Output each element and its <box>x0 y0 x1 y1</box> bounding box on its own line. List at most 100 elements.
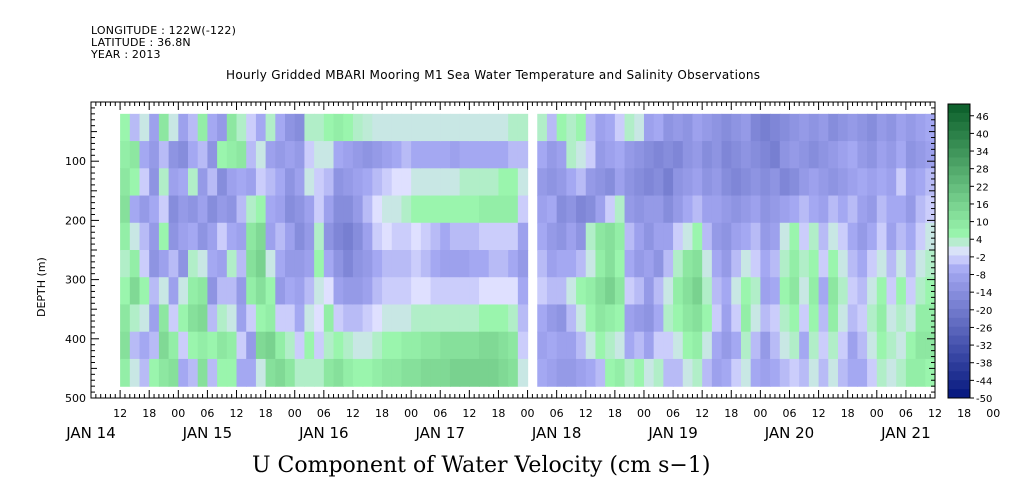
x-tick-label: 06 <box>550 407 564 420</box>
heatmap-cell <box>663 141 674 169</box>
heatmap-cell <box>595 141 606 169</box>
heatmap-cell <box>818 277 829 306</box>
heatmap-cell <box>498 168 509 197</box>
heatmap-cell <box>226 195 238 224</box>
colorbar-bin <box>948 228 970 239</box>
heatmap-cell <box>925 358 936 387</box>
heatmap-cell <box>663 304 674 333</box>
heatmap-cell <box>585 168 597 197</box>
heatmap-cell <box>343 358 354 387</box>
heatmap-cell <box>488 358 500 387</box>
heatmap-cell <box>488 277 500 306</box>
heatmap-cell <box>168 358 179 387</box>
heatmap-cell <box>129 222 141 251</box>
heatmap-cell <box>207 358 218 387</box>
heatmap-cell <box>401 304 412 333</box>
y-tick-label: 100 <box>65 155 86 168</box>
x-day-label: JAN 20 <box>764 424 815 442</box>
heatmap-cell <box>653 331 664 360</box>
colorbar-bin <box>948 264 970 274</box>
heatmap-cell <box>333 141 344 169</box>
heatmap-cell <box>139 195 150 224</box>
heatmap-cell <box>197 113 209 142</box>
colorbar-bin <box>948 148 970 158</box>
heatmap-cell <box>673 222 684 251</box>
x-tick-label: 00 <box>521 407 535 420</box>
heatmap-cell <box>294 141 306 169</box>
heatmap-cell <box>595 250 606 278</box>
heatmap-cell <box>750 304 761 333</box>
heatmap-cell <box>760 358 771 387</box>
heatmap-cell <box>294 250 306 278</box>
heatmap-cell <box>352 358 364 387</box>
heatmap-cell <box>178 304 189 333</box>
heatmap-cell <box>469 277 480 306</box>
heatmap-cell <box>760 195 771 224</box>
heatmap-cell <box>605 277 616 306</box>
heatmap-cell <box>178 358 189 387</box>
heatmap-cell <box>711 277 723 306</box>
heatmap-cell <box>789 113 800 142</box>
x-tick-label: 12 <box>230 407 244 420</box>
heatmap-cell <box>168 304 179 333</box>
heatmap-cell <box>886 222 897 251</box>
y-tick-label: 200 <box>65 214 86 227</box>
heatmap-cell <box>246 358 257 387</box>
heatmap-cell <box>711 250 723 278</box>
heatmap-cell <box>226 250 238 278</box>
heatmap-cell <box>818 250 829 278</box>
heatmap-cell <box>537 222 548 251</box>
x-tick-label: 18 <box>142 407 156 420</box>
heatmap-cell <box>236 358 247 387</box>
heatmap-cell <box>614 222 626 251</box>
colorbar-label: -32 <box>976 341 992 352</box>
heatmap-cell <box>585 331 597 360</box>
heatmap-cell <box>149 195 160 224</box>
heatmap-cell <box>566 331 577 360</box>
heatmap-cell <box>129 358 141 387</box>
heatmap-cell <box>673 168 684 197</box>
colorbar-bin <box>948 335 970 345</box>
heatmap-cell <box>905 331 917 360</box>
heatmap-cell <box>352 250 364 278</box>
heatmap-cell <box>120 358 131 387</box>
heatmap-cell <box>721 141 732 169</box>
heatmap-cell <box>285 304 296 333</box>
heatmap-cell <box>178 113 189 142</box>
heatmap-cell <box>352 195 364 224</box>
heatmap-cell <box>886 277 897 306</box>
heatmap-cell <box>546 113 558 142</box>
heatmap-cell <box>479 168 490 197</box>
heatmap-cell <box>188 222 199 251</box>
heatmap-cell <box>217 250 228 278</box>
heatmap-cell <box>808 195 820 224</box>
heatmap-cell <box>255 222 267 251</box>
heatmap-cell <box>430 222 441 251</box>
heatmap-cell <box>624 141 635 169</box>
heatmap-cell <box>711 195 723 224</box>
heatmap-cell <box>207 222 218 251</box>
heatmap-cell <box>430 250 441 278</box>
heatmap-cell <box>236 331 247 360</box>
heatmap-cell <box>799 250 810 278</box>
heatmap-cell <box>750 250 761 278</box>
heatmap-cell <box>867 113 878 142</box>
heatmap-cell <box>566 222 577 251</box>
heatmap-cell <box>508 168 519 197</box>
heatmap-cell <box>479 277 490 306</box>
heatmap-cell <box>246 195 257 224</box>
heatmap-cell <box>391 250 403 278</box>
x-tick-label: 18 <box>841 407 855 420</box>
heatmap-cell <box>120 250 131 278</box>
heatmap-cell <box>537 304 548 333</box>
heatmap-cell <box>837 195 849 224</box>
heatmap-cell <box>634 358 645 387</box>
heatmap-cell <box>207 195 218 224</box>
heatmap-cell <box>760 277 771 306</box>
heatmap-cell <box>459 250 470 278</box>
heatmap-cell <box>517 168 529 197</box>
heatmap-cell <box>391 358 403 387</box>
heatmap-cell <box>314 277 325 306</box>
colorbar-bin <box>948 255 970 265</box>
heatmap-cell <box>653 222 664 251</box>
